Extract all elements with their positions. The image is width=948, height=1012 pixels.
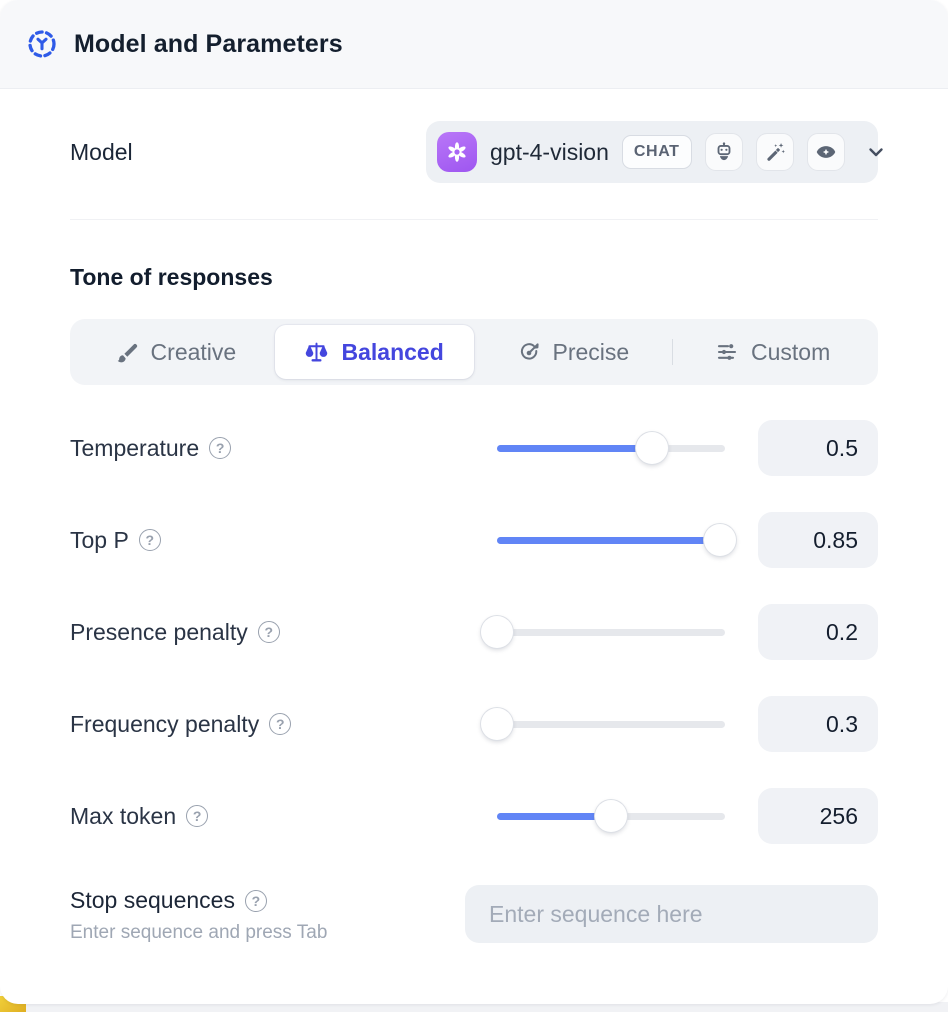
slider-track[interactable]: [497, 721, 725, 728]
stop-sequences-label: Stop sequences: [70, 887, 235, 913]
param-row-temperature: Temperature ? 0.5: [70, 419, 878, 477]
frequency-penalty-slider[interactable]: [481, 708, 725, 740]
background-strip: [0, 1002, 948, 1012]
slider-fill: [497, 537, 721, 544]
tone-segment-precise[interactable]: Precise: [474, 325, 673, 379]
max-token-slider[interactable]: [497, 800, 725, 832]
tone-segment-creative[interactable]: Creative: [76, 325, 275, 379]
presence-penalty-slider[interactable]: [481, 616, 725, 648]
param-label: Frequency penalty: [70, 710, 260, 737]
model-label: Model: [70, 138, 133, 165]
selected-model-name: gpt-4-vision: [490, 138, 609, 165]
stop-sequence-input[interactable]: [465, 885, 878, 943]
model-type-badge: CHAT: [621, 135, 692, 169]
model-hub-icon: [28, 30, 56, 58]
temperature-slider[interactable]: [497, 432, 725, 464]
paintbrush-icon: [115, 340, 139, 364]
tone-segmented-control: Creative Balanced: [70, 319, 878, 385]
model-row: Model gpt-4-vi: [70, 121, 883, 183]
param-row-top-p: Top P ? 0.85: [70, 511, 878, 569]
sliders-icon: [715, 340, 739, 364]
slider-thumb[interactable]: [481, 616, 513, 648]
help-icon[interactable]: ?: [257, 621, 280, 643]
help-icon[interactable]: ?: [186, 805, 209, 827]
tone-segment-label: Balanced: [341, 338, 444, 365]
help-icon[interactable]: ?: [244, 889, 267, 912]
section-divider: [70, 219, 878, 220]
segment-divider: [672, 339, 674, 365]
slider-thumb[interactable]: [481, 708, 513, 740]
param-label: Temperature: [70, 434, 200, 461]
slider-fill: [497, 445, 653, 452]
param-label: Presence penalty: [70, 618, 248, 645]
slider-track[interactable]: [497, 629, 725, 636]
tone-segment-label: Creative: [150, 338, 237, 365]
panel-title: Model and Parameters: [74, 29, 343, 58]
vision-eye-icon: [806, 133, 845, 171]
stop-sequences-hint: Enter sequence and press Tab: [70, 922, 328, 943]
param-row-frequency-penalty: Frequency penalty ? 0.3: [70, 695, 878, 753]
help-icon[interactable]: ?: [138, 529, 161, 551]
max-token-value[interactable]: 256: [758, 788, 878, 844]
frequency-penalty-value[interactable]: 0.3: [758, 696, 878, 752]
magic-wand-icon: [755, 133, 794, 171]
tone-segment-custom[interactable]: Custom: [673, 325, 872, 379]
slider-fill: [497, 813, 611, 820]
slider-thumb[interactable]: [595, 800, 627, 832]
target-icon: [517, 340, 541, 364]
stop-sequences-row: Stop sequences ? Enter sequence and pres…: [70, 885, 878, 944]
model-select[interactable]: gpt-4-vision CHAT: [426, 121, 883, 183]
tone-segment-balanced[interactable]: Balanced: [274, 325, 474, 379]
chevron-down-icon: [864, 140, 888, 164]
slider-thumb[interactable]: [704, 524, 737, 556]
assistant-robot-icon: [704, 133, 743, 171]
help-icon[interactable]: ?: [209, 437, 232, 459]
param-label: Top P: [70, 526, 129, 553]
param-row-max-token: Max token ? 256: [70, 787, 878, 845]
temperature-value[interactable]: 0.5: [758, 420, 878, 476]
panel-header: Model and Parameters: [0, 0, 948, 89]
openai-icon: [437, 132, 477, 172]
tone-segment-label: Custom: [751, 338, 831, 365]
top-p-slider[interactable]: [497, 524, 737, 556]
help-icon[interactable]: ?: [269, 713, 292, 735]
param-row-presence-penalty: Presence penalty ? 0.2: [70, 603, 878, 661]
balance-scale-icon: [304, 340, 329, 365]
top-p-value[interactable]: 0.85: [758, 512, 878, 568]
param-label: Max token: [70, 802, 177, 829]
presence-penalty-value[interactable]: 0.2: [758, 604, 878, 660]
slider-thumb[interactable]: [636, 432, 669, 464]
tone-heading: Tone of responses: [70, 264, 273, 290]
tone-segment-label: Precise: [552, 338, 630, 365]
